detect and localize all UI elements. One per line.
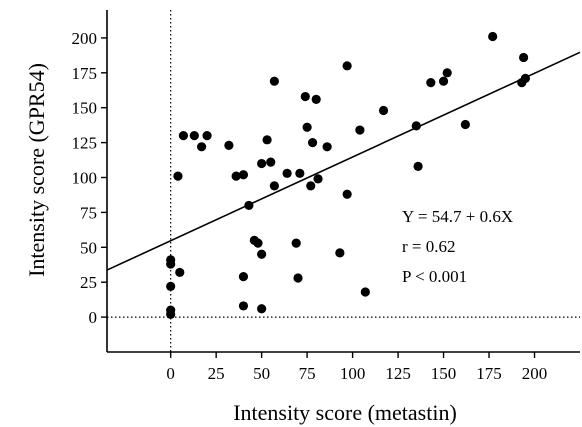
data-point [355, 125, 365, 135]
data-point [238, 301, 249, 311]
data-point [257, 249, 267, 259]
y-axis-title: Intensity score (GPR54) [24, 63, 49, 277]
data-point [302, 122, 312, 132]
x-tick-label: 125 [385, 364, 411, 383]
data-point [460, 119, 470, 130]
stats-annotations: Y = 54.7 + 0.6X r = 0.62 P < 0.001 [402, 207, 513, 286]
data-point [166, 305, 176, 315]
data-point [488, 31, 498, 42]
data-point [295, 168, 305, 178]
data-point [175, 267, 185, 278]
x-axis-title: Intensity score (metastin) [233, 400, 457, 425]
data-point [282, 168, 292, 178]
y-tick-label: 100 [72, 169, 98, 188]
data-point [519, 52, 529, 63]
x-tick-label: 50 [253, 364, 270, 383]
data-point [197, 142, 207, 152]
data-point [342, 61, 352, 71]
data-point [378, 105, 389, 116]
x-tick-label: 200 [522, 364, 548, 383]
y-tick-label: 175 [72, 64, 98, 83]
x-tick-label: 75 [299, 364, 316, 383]
data-point [189, 131, 199, 141]
data-point [266, 157, 276, 167]
data-point [257, 158, 267, 169]
regression-line [106, 51, 581, 271]
data-point [411, 121, 421, 131]
data-points [166, 31, 531, 319]
data-point [293, 273, 303, 283]
data-point [166, 281, 176, 291]
y-tick-label: 25 [80, 273, 97, 292]
data-point [253, 238, 263, 248]
data-point [166, 255, 176, 265]
data-point [438, 76, 449, 86]
y-tick-label: 125 [72, 134, 98, 153]
reference-lines [107, 10, 580, 352]
tick-labels: 0 25 50 75 100 125 150 175 200 0 25 50 75 100 125 150 17… [72, 29, 548, 383]
data-point [238, 170, 249, 180]
data-point [300, 91, 310, 102]
data-point [413, 161, 423, 171]
data-point [262, 135, 272, 145]
x-tick-label: 25 [208, 364, 225, 383]
data-point [238, 272, 249, 282]
x-tick-label: 150 [431, 364, 457, 383]
regression-line-path [106, 51, 581, 271]
data-point [322, 142, 332, 152]
data-point [342, 189, 352, 199]
data-point [307, 138, 318, 148]
x-tick-label: 100 [340, 364, 366, 383]
data-point [269, 76, 279, 86]
y-tick-label: 150 [72, 99, 98, 118]
stats-annotation: r = 0.62 [402, 237, 456, 256]
data-point [313, 174, 323, 184]
data-point [269, 181, 279, 191]
data-point [311, 94, 321, 104]
axes [101, 10, 580, 358]
data-point [173, 171, 183, 181]
x-tick-label: 175 [476, 364, 502, 383]
data-point [442, 68, 452, 78]
data-point [335, 248, 345, 258]
data-point [306, 181, 316, 191]
data-point [257, 304, 267, 314]
data-point [224, 140, 234, 151]
data-point [360, 287, 370, 297]
data-point [291, 238, 301, 248]
data-point [231, 171, 241, 181]
y-tick-label: 200 [72, 29, 98, 48]
stats-annotation: P < 0.001 [402, 267, 467, 286]
data-point [520, 73, 531, 83]
data-point [426, 77, 436, 88]
y-tick-label: 50 [80, 238, 97, 257]
y-tick-label: 75 [80, 203, 97, 222]
stats-annotation: Y = 54.7 + 0.6X [402, 207, 513, 226]
data-point [202, 131, 212, 141]
y-tick-label: 0 [89, 308, 98, 327]
data-point [178, 131, 189, 141]
x-tick-label: 0 [166, 364, 175, 383]
data-point [244, 200, 254, 211]
